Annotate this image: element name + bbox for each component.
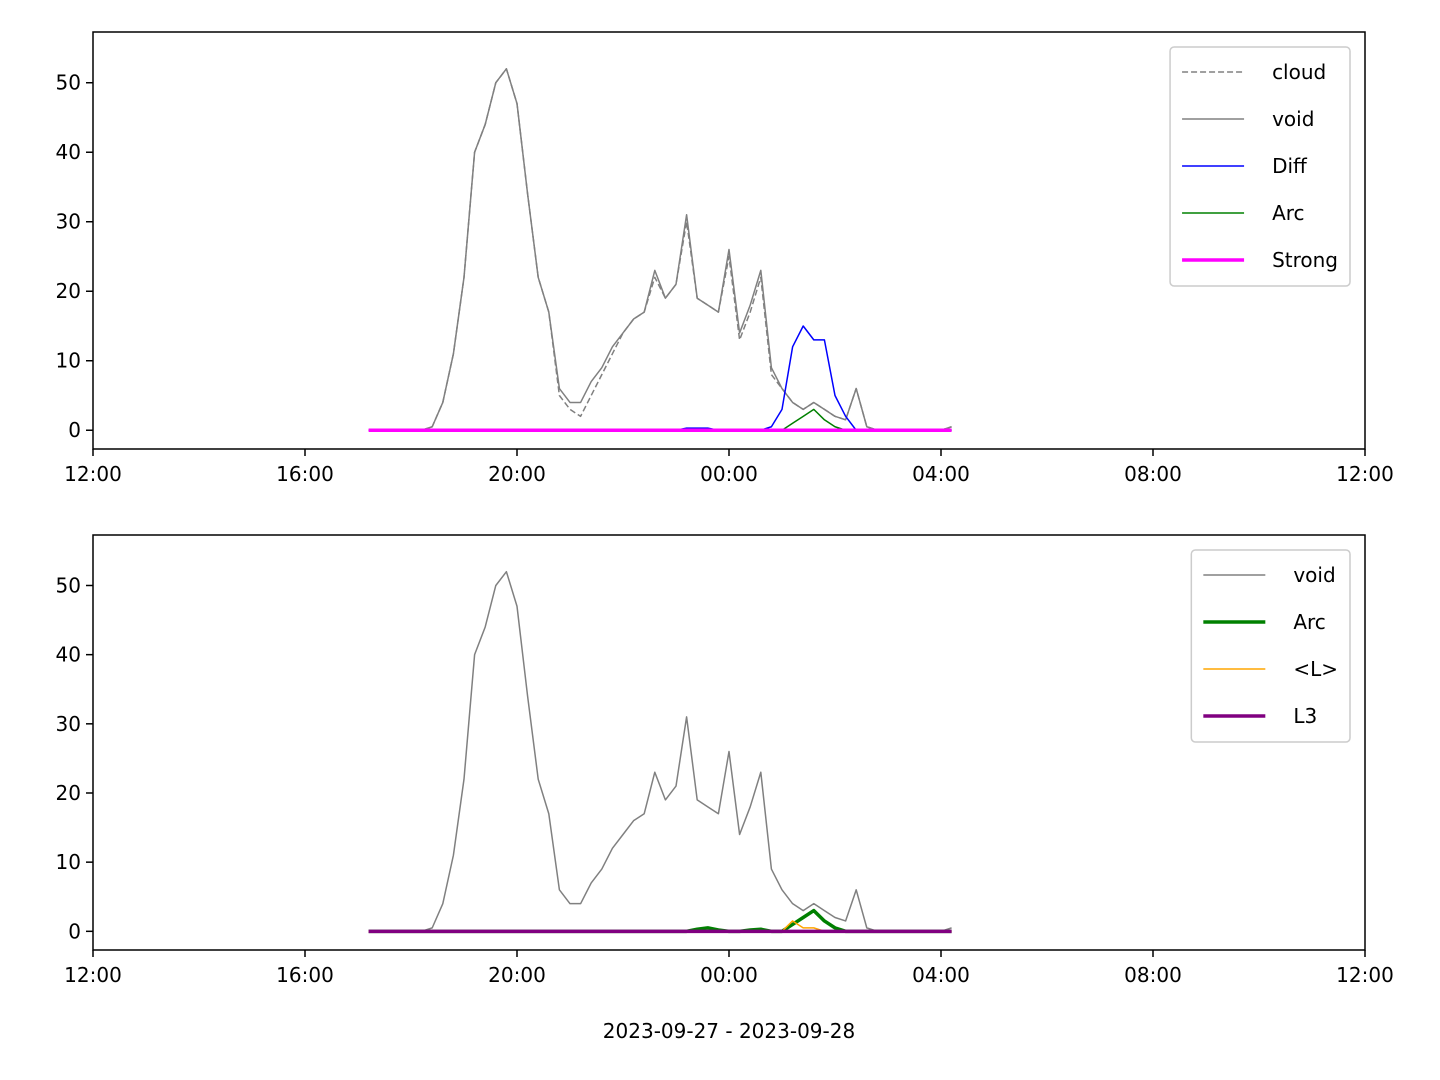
legend-label: <L> (1293, 657, 1338, 681)
legend: cloud void Diff Arc Strong (1169, 46, 1351, 287)
y-tick-label: 0 (68, 919, 81, 943)
x-axis-label: 2023-09-27 - 2023-09-28 (603, 1019, 855, 1043)
axes-background (93, 535, 1365, 950)
y-tick-label: 20 (56, 279, 81, 303)
plot-area: 0 10 20 30 40 50 12:00 16:00 20:00 00:00 04:00 08:0… (56, 31, 1394, 486)
legend-label: Diff (1272, 154, 1308, 178)
x-tick-label: 20:00 (488, 462, 546, 486)
series-line (368, 68, 952, 431)
y-tick-label: 10 (56, 349, 81, 373)
legend-label: void (1293, 563, 1335, 587)
legend-label: Arc (1293, 610, 1325, 634)
x-tick-label: 08:00 (1124, 462, 1182, 486)
axes-frame (92, 31, 1366, 450)
legend-label: void (1272, 107, 1314, 131)
x-tick-label: 04:00 (912, 462, 970, 486)
x-tick-label: 12:00 (64, 963, 122, 987)
legend-label: Strong (1272, 248, 1338, 272)
legend: void Arc <L> L3 (1190, 549, 1351, 743)
x-tick-label: 16:00 (276, 462, 334, 486)
legend-frame (1190, 549, 1351, 743)
axes-background (93, 32, 1365, 449)
x-tick-label: 12:00 (1336, 963, 1394, 987)
plot-area: 0 10 20 30 40 50 12:00 16:00 20:00 00:00 04:00 08:0… (56, 534, 1394, 1043)
legend-label: cloud (1272, 60, 1326, 84)
y-tick-label: 30 (56, 210, 81, 234)
legend-label: L3 (1293, 704, 1317, 728)
legend-label: Arc (1272, 201, 1304, 225)
x-tick-label: 00:00 (700, 462, 758, 486)
axes-frame (92, 534, 1366, 951)
x-tick-label: 16:00 (276, 963, 334, 987)
y-tick-label: 0 (68, 418, 81, 442)
x-tick-label: 04:00 (912, 963, 970, 987)
x-tick-label: 08:00 (1124, 963, 1182, 987)
x-tick-label: 12:00 (64, 462, 122, 486)
legend-frame (1169, 46, 1351, 287)
x-tick-label: 00:00 (700, 963, 758, 987)
x-tick-label: 20:00 (488, 963, 546, 987)
y-tick-label: 30 (56, 712, 81, 736)
series-line (368, 570, 952, 933)
x-tick-label: 12:00 (1336, 462, 1394, 486)
y-tick-label: 40 (56, 140, 81, 164)
y-tick-label: 50 (56, 573, 81, 597)
y-tick-label: 40 (56, 643, 81, 667)
y-tick-label: 50 (56, 71, 81, 95)
y-tick-label: 10 (56, 850, 81, 874)
y-tick-label: 20 (56, 781, 81, 805)
